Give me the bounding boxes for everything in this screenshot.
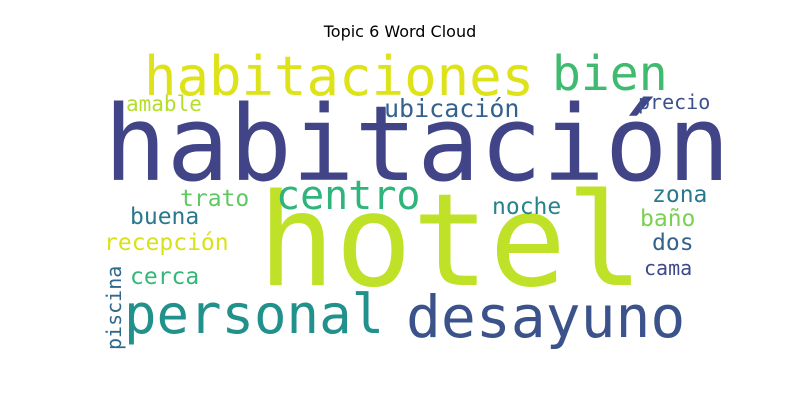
word-dos: dos [652, 230, 694, 256]
word-cama: cama [644, 256, 693, 280]
word-recepcion: recepción [104, 230, 229, 256]
word-piscina: piscina [102, 265, 126, 350]
word-ubicacion: ubicación [384, 94, 520, 123]
word-hotel: hotel [258, 167, 644, 316]
word-bano: baño [640, 206, 696, 232]
word-habitacion: habitación [104, 83, 731, 205]
word-centro: centro [276, 173, 421, 219]
word-cerca: cerca [130, 264, 200, 290]
word-trato: trato [180, 186, 250, 212]
word-precio: precio [638, 90, 711, 114]
word-buena: buena [130, 204, 200, 230]
word-personal: personal [124, 283, 385, 346]
chart-title: Topic 6 Word Cloud [323, 22, 477, 41]
word-noche: noche [492, 194, 562, 220]
word-bien: bien [552, 46, 668, 102]
word-desayuno: desayuno [406, 283, 686, 351]
word-habitaciones: habitaciones [144, 45, 535, 108]
word-amable: amable [126, 92, 202, 116]
word-cloud: hotel habitación habitaciones bien perso… [100, 45, 730, 360]
word-zona: zona [652, 182, 708, 208]
